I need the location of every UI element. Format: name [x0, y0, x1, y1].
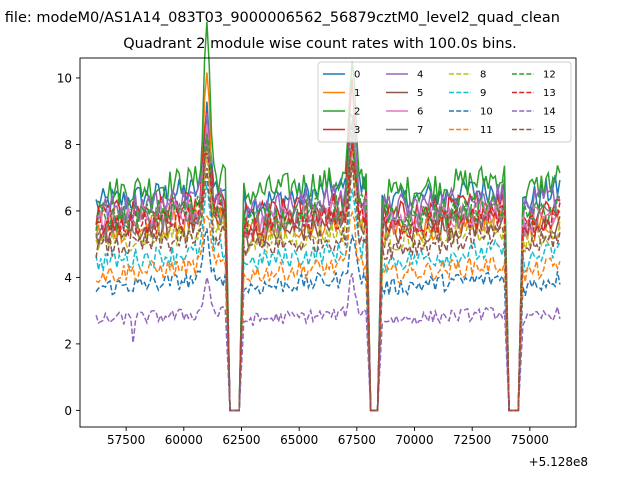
x-tick-label: 57500	[107, 433, 145, 447]
legend-label-3: 3	[354, 125, 360, 136]
legend-label-13: 13	[543, 88, 556, 99]
x-tick-label: 70000	[395, 433, 433, 447]
plot-frame	[79, 57, 577, 428]
legend-label-12: 12	[543, 70, 556, 81]
x-tick-label: 75000	[511, 433, 549, 447]
legend-label-15: 15	[543, 125, 556, 136]
x-tick-label: 72500	[453, 433, 491, 447]
x-tick-label: 67500	[338, 433, 376, 447]
legend-label-5: 5	[417, 88, 423, 99]
x-tick-label: 65000	[280, 433, 318, 447]
legend-label-2: 2	[354, 107, 360, 118]
series-line-10	[95, 228, 561, 412]
legend-label-4: 4	[417, 70, 423, 81]
legend-label-7: 7	[417, 125, 423, 136]
legend-label-0: 0	[354, 70, 360, 81]
legend-box	[317, 61, 572, 143]
series-line-2	[96, 21, 561, 412]
series-line-4	[95, 112, 561, 412]
y-tick-label: 8	[64, 138, 72, 152]
x-tick-label: 62500	[222, 433, 260, 447]
y-tick-label: 0	[64, 404, 72, 418]
y-tick-label: 4	[64, 271, 72, 285]
y-tick-label: 2	[64, 337, 72, 351]
x-offset-label: +5.128e8	[529, 455, 588, 469]
axes: 57500 60000 62500 65000 67500 70000 72500 75000…	[57, 57, 588, 469]
series-line-14	[95, 273, 561, 412]
series-line-12	[95, 120, 561, 412]
series-line-11	[95, 210, 561, 412]
legend-label-8: 8	[480, 70, 486, 81]
series-line-15	[95, 160, 561, 412]
legend-label-9: 9	[480, 88, 486, 99]
y-tick-label: 6	[64, 204, 72, 218]
legend-label-10: 10	[480, 107, 493, 118]
x-tick-label: 60000	[165, 433, 203, 447]
series-line-9	[95, 180, 561, 412]
legend-label-6: 6	[417, 107, 423, 118]
series-line-13	[95, 143, 561, 412]
chart-title: Quadrant 2 module wise count rates with …	[123, 36, 517, 52]
y-tick-label: 10	[57, 71, 72, 85]
figure-suptitle: n file: modeM0/AS1A14_083T03_9000006562_…	[0, 10, 560, 26]
series-line-0	[95, 101, 561, 412]
legend-label-11: 11	[480, 125, 493, 136]
series-lines	[95, 21, 561, 412]
legend-label-14: 14	[543, 107, 556, 118]
legend-label-1: 1	[354, 88, 360, 99]
